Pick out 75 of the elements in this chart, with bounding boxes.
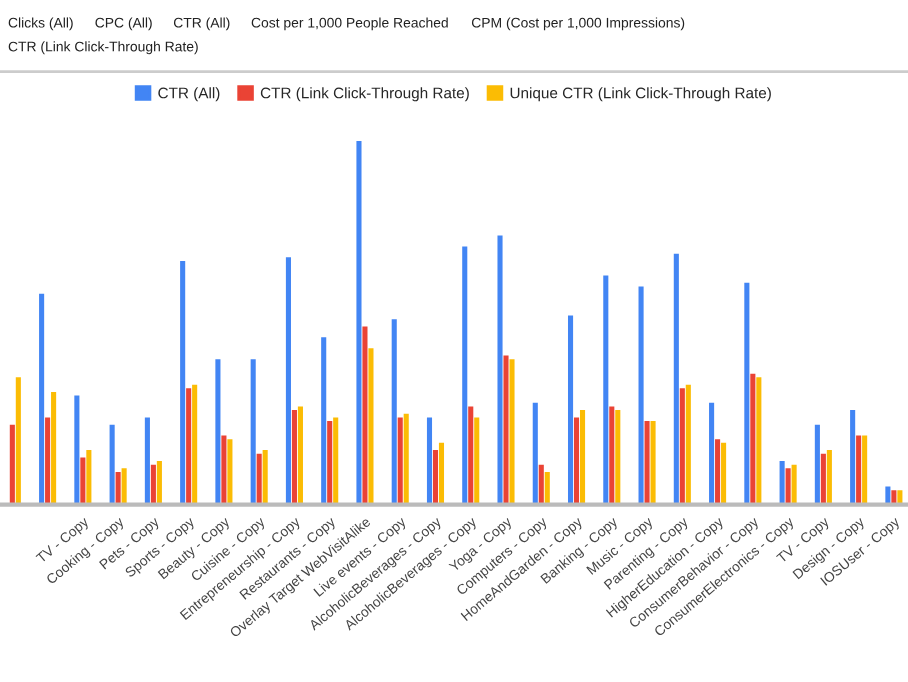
bar [579, 410, 586, 505]
bar [468, 406, 474, 505]
bar [509, 359, 515, 505]
bar [121, 468, 127, 505]
bar [115, 471, 121, 505]
bar [86, 450, 92, 505]
bar [538, 464, 544, 505]
bar [862, 435, 868, 505]
bar [679, 388, 685, 505]
bar [721, 442, 727, 505]
bar [186, 388, 192, 505]
bar [368, 348, 374, 505]
bar [826, 450, 832, 505]
bar [532, 402, 538, 505]
bar [291, 410, 297, 505]
bar [750, 373, 756, 505]
bar [814, 424, 820, 505]
bar [256, 453, 262, 505]
bar [15, 377, 21, 505]
bar [403, 413, 409, 505]
bar [756, 377, 762, 505]
bar [779, 461, 785, 505]
bar [397, 417, 403, 505]
bar [391, 319, 397, 505]
bar [150, 464, 156, 505]
bar [327, 421, 333, 505]
bar [297, 406, 303, 505]
bar [356, 140, 362, 505]
bar [685, 384, 691, 505]
bar [497, 235, 503, 505]
bar [715, 439, 721, 505]
bar [45, 417, 51, 505]
bar [573, 417, 580, 505]
bar [250, 359, 256, 505]
bar [544, 471, 550, 505]
bar [321, 337, 327, 505]
bar [650, 421, 656, 505]
bar [744, 282, 750, 505]
bar [192, 384, 198, 505]
bar [74, 395, 80, 505]
bar [785, 468, 791, 505]
bar [221, 435, 227, 505]
bar [462, 246, 468, 505]
bar [180, 260, 186, 505]
bar [850, 410, 856, 505]
bar [333, 417, 339, 505]
bar [673, 253, 679, 505]
bar [503, 355, 509, 505]
bar [80, 457, 86, 505]
bar [438, 442, 445, 505]
bar [856, 435, 862, 505]
bar [644, 421, 650, 505]
bar [39, 293, 45, 505]
bar [362, 326, 368, 505]
bar [144, 417, 150, 505]
bar [262, 450, 268, 505]
bar [603, 275, 609, 505]
bar [791, 464, 797, 505]
bar [474, 417, 480, 505]
bar [638, 286, 644, 505]
bar [109, 424, 115, 505]
bar [156, 461, 162, 505]
bar [426, 417, 433, 505]
bar [820, 453, 826, 505]
bar [609, 406, 615, 505]
bar [709, 402, 715, 505]
bar [615, 410, 621, 505]
bar [51, 391, 57, 505]
bar [567, 315, 574, 505]
bar [885, 486, 891, 505]
bar [215, 359, 221, 505]
bar [432, 450, 439, 505]
bar [227, 439, 233, 505]
bar [285, 257, 291, 505]
bar [9, 424, 15, 505]
